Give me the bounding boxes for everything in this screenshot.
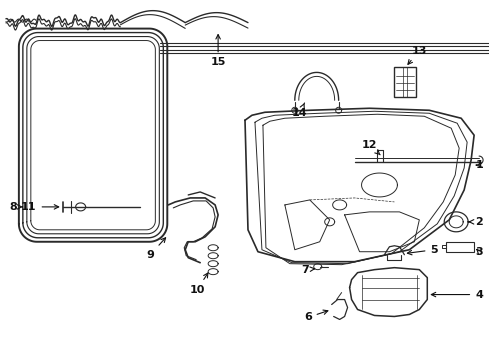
Text: 5: 5: [407, 245, 438, 255]
Text: 1: 1: [475, 160, 483, 170]
Text: 12: 12: [362, 140, 380, 155]
Text: 6: 6: [304, 310, 328, 323]
Text: 10: 10: [190, 273, 208, 294]
Bar: [394, 67, 416, 97]
Text: 8: 8: [9, 202, 23, 212]
Text: 3: 3: [475, 247, 483, 257]
Text: 14: 14: [292, 103, 308, 118]
Bar: [446, 242, 474, 252]
Text: 11: 11: [21, 202, 59, 212]
Text: 4: 4: [431, 289, 483, 300]
Text: 7: 7: [301, 265, 315, 275]
Text: 15: 15: [210, 35, 226, 67]
Text: 13: 13: [408, 45, 427, 64]
Text: 2: 2: [469, 217, 483, 227]
Text: 9: 9: [147, 238, 166, 260]
